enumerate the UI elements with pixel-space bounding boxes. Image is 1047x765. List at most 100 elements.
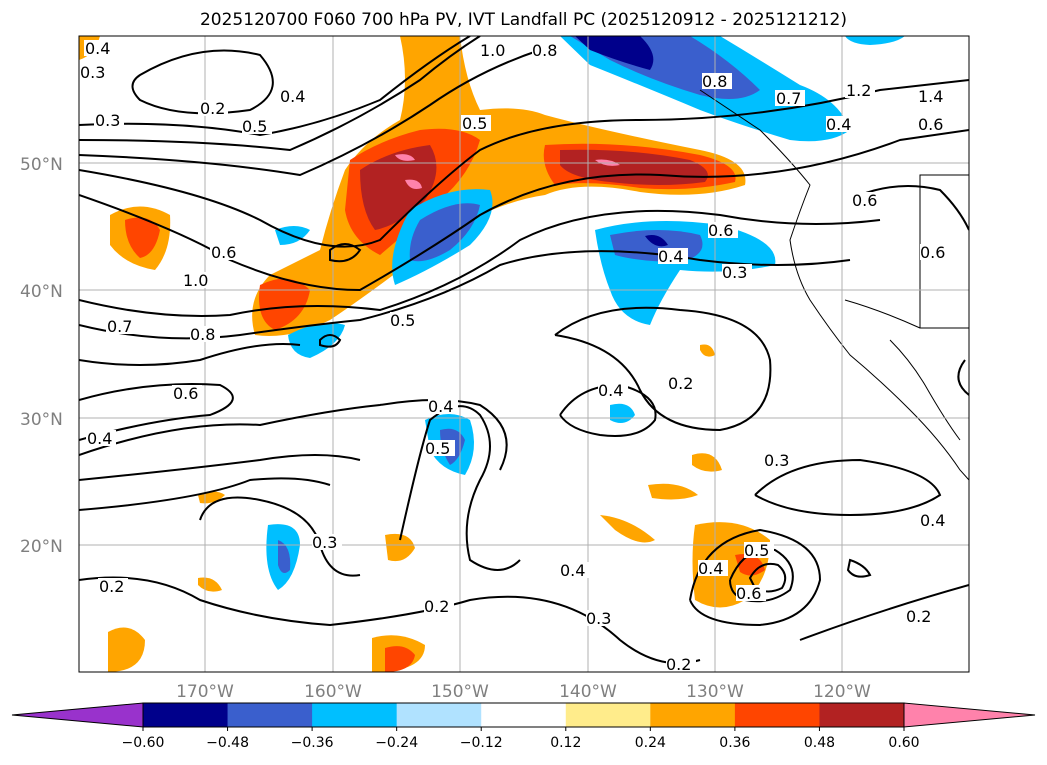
contour-line bbox=[399, 405, 521, 571]
shade-blue-topright bbox=[845, 36, 905, 45]
lat-label: 40°N bbox=[20, 282, 63, 302]
contour-label: 0.5 bbox=[390, 311, 415, 330]
contour-label: 1.0 bbox=[183, 271, 208, 290]
lon-label: 160°W bbox=[304, 682, 362, 702]
contour-label: 0.2 bbox=[906, 607, 931, 626]
contour-label: 1.4 bbox=[918, 87, 943, 106]
shade-pink-west2 bbox=[395, 154, 415, 161]
map-plot-area: 0.4 0.3 0.2 0.4 1.0 0.8 0.3 0.5 0.5 0.8 … bbox=[79, 36, 969, 672]
contour-line bbox=[859, 185, 969, 231]
shade-red-dateline bbox=[259, 278, 310, 330]
contour-label: 0.3 bbox=[80, 63, 105, 82]
shade-red-west bbox=[125, 217, 160, 258]
contour-label: 0.4 bbox=[428, 397, 453, 416]
contour-line bbox=[957, 359, 969, 396]
contour-label: 0.2 bbox=[424, 597, 449, 616]
contour-line bbox=[79, 79, 969, 248]
contour-label: 0.5 bbox=[462, 114, 487, 133]
contour-label: 0.4 bbox=[826, 115, 851, 134]
contour-label: 0.4 bbox=[920, 511, 945, 530]
colorbar-tick-label: −0.48 bbox=[206, 735, 249, 751]
contour-line bbox=[554, 306, 772, 432]
shade-orange-small bbox=[648, 483, 698, 500]
contour-line bbox=[329, 243, 362, 263]
contour-label: 0.5 bbox=[242, 117, 267, 136]
lon-label: 120°W bbox=[813, 682, 871, 702]
contour-label: 0.6 bbox=[211, 243, 236, 262]
colorbar-swatch bbox=[481, 703, 567, 727]
shade-red-bottom bbox=[385, 646, 415, 672]
contour-line bbox=[79, 36, 481, 152]
shade-blue-dateline bbox=[288, 322, 345, 358]
colorbar-swatch bbox=[734, 703, 820, 727]
contour-line bbox=[199, 496, 361, 577]
colorbar-swatch bbox=[565, 703, 651, 727]
contour-label: 0.8 bbox=[532, 41, 557, 60]
shade-dark-red-west bbox=[360, 145, 437, 230]
contour-label: 0.3 bbox=[764, 451, 789, 470]
colorbar-tick-label: −0.60 bbox=[122, 735, 165, 751]
colorbar-swatch bbox=[396, 703, 482, 727]
contour-labels: 0.4 0.3 0.2 0.4 1.0 0.8 0.3 0.5 0.5 0.8 … bbox=[79, 39, 950, 672]
colorbar-swatch bbox=[650, 703, 736, 727]
colorbar-tick-label: 0.12 bbox=[550, 735, 581, 751]
contour-line bbox=[79, 209, 881, 317]
colorbar-swatch bbox=[227, 703, 313, 727]
lat-label: 30°N bbox=[20, 410, 63, 430]
shade-orange-small3 bbox=[700, 344, 715, 357]
lon-label: 150°W bbox=[431, 682, 489, 702]
contour-label: 0.2 bbox=[99, 577, 124, 596]
colorbar-extend-low bbox=[11, 702, 144, 728]
colorbar-tick-label: −0.24 bbox=[375, 735, 418, 751]
colorbar-swatch bbox=[819, 703, 905, 727]
lon-label: 170°W bbox=[176, 682, 234, 702]
contour-label: 1.0 bbox=[480, 41, 505, 60]
contour-label: 0.4 bbox=[698, 559, 723, 578]
colorbar-tick-label: 0.24 bbox=[635, 735, 666, 751]
contour-line bbox=[79, 36, 471, 137]
contour-label: 0.4 bbox=[598, 381, 623, 400]
contour-label: 0.8 bbox=[190, 325, 215, 344]
lat-label: 20°N bbox=[20, 537, 63, 557]
shade-blue-mid-core bbox=[409, 203, 480, 262]
lon-label: 140°W bbox=[559, 682, 617, 702]
shaded-fields bbox=[79, 36, 905, 672]
contour-label: 0.2 bbox=[668, 374, 693, 393]
shade-pink-west bbox=[405, 179, 422, 189]
contour-label: 1.2 bbox=[846, 81, 871, 100]
lat-label: 50°N bbox=[20, 155, 63, 175]
lon-label: 130°W bbox=[686, 682, 744, 702]
shade-blue-north-core bbox=[575, 36, 654, 70]
contour-label: 0.6 bbox=[852, 191, 877, 210]
contour-label: 0.2 bbox=[200, 99, 225, 118]
contour-label: 0.7 bbox=[107, 317, 132, 336]
colorbar-swatch bbox=[312, 703, 398, 727]
contour-label: 0.5 bbox=[425, 439, 450, 458]
contour-label: 0.4 bbox=[85, 39, 110, 58]
contour-line bbox=[799, 584, 969, 641]
colorbar-tick-label: −0.12 bbox=[460, 735, 503, 751]
contour-line bbox=[319, 334, 342, 348]
contour-line bbox=[79, 343, 301, 366]
colorbar-tick-label: −0.36 bbox=[291, 735, 334, 751]
colorbar-extend-high bbox=[903, 702, 1036, 728]
contour-label: 0.6 bbox=[736, 584, 761, 603]
contour-label: 0.4 bbox=[560, 561, 585, 580]
contour-line bbox=[79, 477, 331, 511]
contour-label: 0.4 bbox=[658, 247, 683, 266]
colorbar-tick-label: 0.36 bbox=[719, 735, 750, 751]
contour-label: 0.3 bbox=[722, 263, 747, 282]
contour-label: 0.3 bbox=[312, 533, 337, 552]
page-title: 2025120700 F060 700 hPa PV, IVT Landfall… bbox=[199, 10, 847, 30]
longitude-labels: 170°W 160°W 150°W 140°W 130°W 120°W bbox=[176, 682, 871, 702]
shade-orange-ridge bbox=[252, 36, 746, 336]
gridlines bbox=[79, 36, 969, 672]
contour-label: 0.4 bbox=[280, 87, 305, 106]
shade-orange-streak bbox=[600, 515, 655, 543]
contour-label: 0.3 bbox=[586, 609, 611, 628]
shade-orange-small5 bbox=[198, 577, 222, 592]
colorbar: −0.60 −0.48 −0.36 −0.24 −0.12 0.12 0.24 0.36 0.4… bbox=[11, 702, 1036, 751]
contour-label: 0.8 bbox=[702, 72, 727, 91]
shade-orange-sw2 bbox=[385, 533, 415, 562]
contour-line bbox=[79, 399, 508, 471]
